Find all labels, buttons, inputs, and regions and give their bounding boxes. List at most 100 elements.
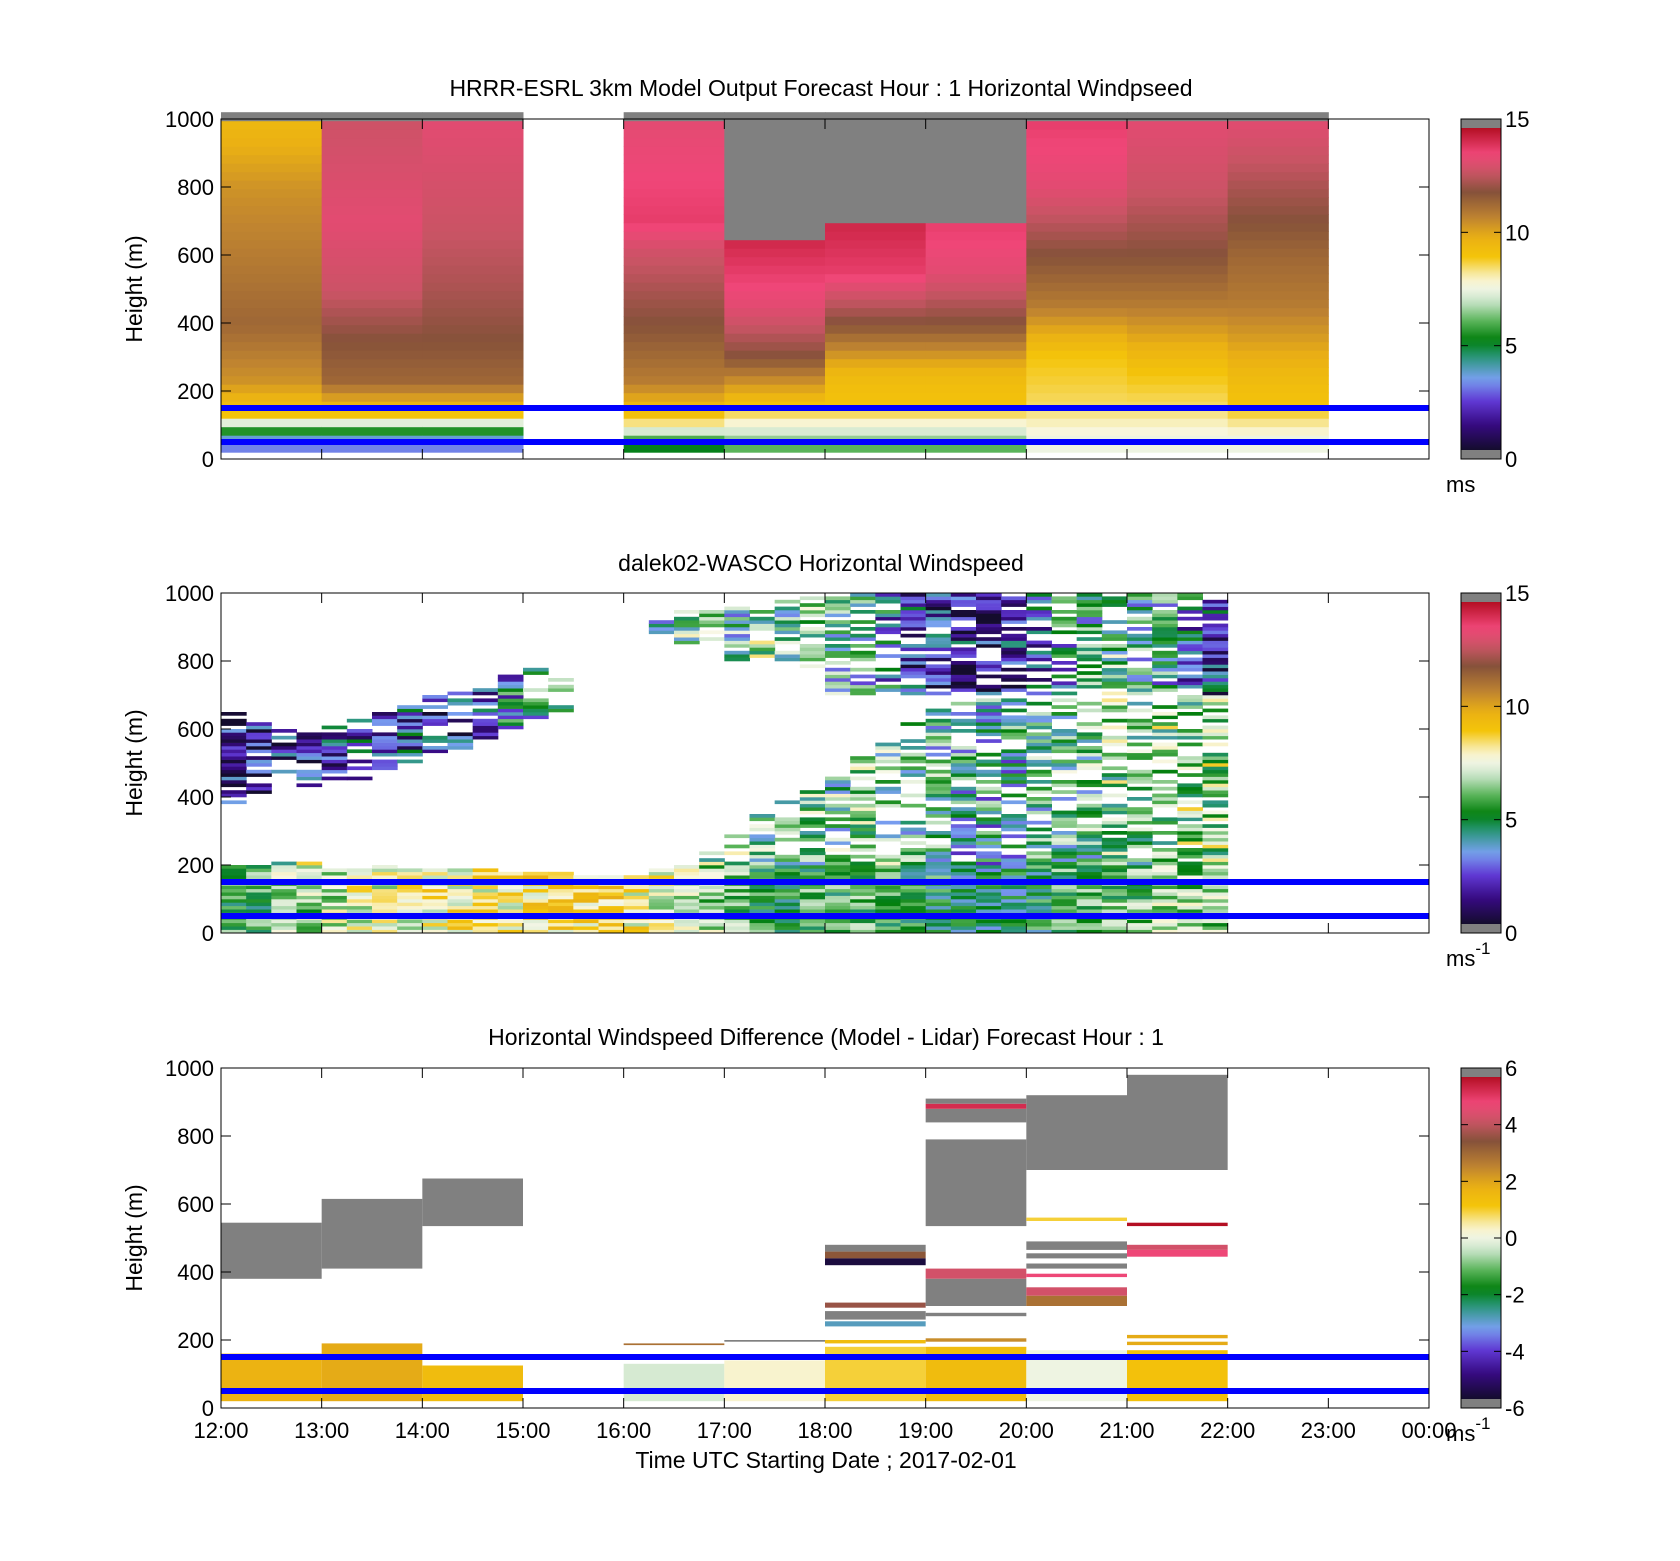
heatmap-cell <box>925 180 1027 190</box>
heatmap-cell <box>523 708 549 713</box>
heatmap-cell <box>825 231 927 241</box>
heatmap-cell <box>976 644 1002 648</box>
heatmap-cell <box>950 810 977 815</box>
heatmap-cell <box>699 926 725 930</box>
heatmap-cell <box>623 205 725 215</box>
heatmap-cell <box>724 657 750 662</box>
heatmap-cell <box>1101 644 1128 648</box>
heatmap-cell <box>825 654 851 658</box>
heatmap-cell <box>774 599 801 604</box>
heatmap-cell <box>825 691 851 696</box>
heatmap-cell <box>422 307 524 317</box>
heatmap-cell <box>1127 797 1153 801</box>
heatmap-cell <box>523 871 549 876</box>
heatmap-cell <box>346 926 373 930</box>
heatmap-cell <box>1127 620 1153 624</box>
heatmap-cell <box>1001 759 1027 764</box>
heatmap-cell <box>1202 885 1229 890</box>
heatmap-cell <box>346 749 373 754</box>
heatmap-cell <box>925 1338 1027 1342</box>
heatmap-cell <box>976 834 1002 839</box>
heatmap-cell <box>850 831 876 835</box>
heatmap-cell <box>724 418 826 428</box>
panel-difference-heatmap <box>221 1074 1228 1402</box>
heatmap-cell <box>648 868 675 873</box>
heatmap-cell <box>976 610 1002 614</box>
heatmap-cell <box>749 834 776 839</box>
heatmap-cell <box>674 868 700 873</box>
heatmap-cell <box>774 865 801 869</box>
heatmap-cell <box>296 746 323 750</box>
heatmap-cell <box>422 392 524 402</box>
heatmap-cell <box>925 358 1027 368</box>
heatmap-cell <box>850 599 876 604</box>
heatmap-cell <box>1177 664 1203 669</box>
heatmap-cell <box>271 865 297 869</box>
heatmap-cell <box>724 871 750 876</box>
heatmap-cell <box>825 871 851 876</box>
heatmap-cell <box>799 892 826 896</box>
heatmap-cell <box>1076 868 1103 873</box>
heatmap-cell <box>925 633 952 638</box>
heatmap-cell <box>1152 752 1178 757</box>
heatmap-cell <box>1127 273 1229 283</box>
heatmap-cell <box>799 895 826 900</box>
heatmap-cell <box>1051 841 1078 845</box>
heatmap-cell <box>1026 888 1052 893</box>
heatmap-cell <box>372 732 398 737</box>
heatmap-cell <box>774 837 801 842</box>
heatmap-cell <box>925 909 952 913</box>
heatmap-cell <box>422 205 524 215</box>
heatmap-cell <box>1001 854 1027 859</box>
heatmap-cell <box>850 892 876 896</box>
heatmap-cell <box>1177 854 1203 859</box>
heatmap-cell <box>1101 888 1128 893</box>
heatmap-cell <box>221 171 323 181</box>
heatmap-cell <box>1051 922 1078 927</box>
heatmap-cell <box>799 650 826 655</box>
heatmap-cell <box>925 256 1027 266</box>
heatmap-cell <box>1051 599 1078 604</box>
heatmap-cell <box>799 885 826 890</box>
heatmap-cell <box>296 759 323 764</box>
heatmap-cell <box>950 701 977 706</box>
heatmap-cell <box>1202 780 1229 784</box>
heatmap-cell <box>1026 214 1128 224</box>
heatmap-cell <box>447 718 474 723</box>
heatmap-cell <box>271 769 297 774</box>
heatmap-cell <box>271 919 297 924</box>
heatmap-cell <box>1227 299 1329 309</box>
heatmap-cell <box>1026 810 1052 815</box>
heatmap-cell <box>1076 902 1103 907</box>
heatmap-cell <box>497 905 524 910</box>
heatmap-cell <box>447 885 474 890</box>
heatmap-cell <box>1127 1341 1228 1346</box>
colorbar-tick-label: 15 <box>1505 581 1529 606</box>
heatmap-cell <box>1026 885 1052 890</box>
heatmap-cell <box>900 780 927 784</box>
heatmap-cell <box>1076 909 1103 913</box>
heatmap-cell <box>246 865 272 869</box>
heatmap-cell <box>573 922 599 927</box>
heatmap-cell <box>346 909 373 913</box>
heatmap-cell <box>925 871 952 876</box>
heatmap-cell <box>1202 606 1229 611</box>
heatmap-cell <box>1101 817 1128 822</box>
heatmap-cell <box>749 871 776 876</box>
heatmap-cell <box>1127 773 1153 777</box>
heatmap-cell <box>749 861 776 866</box>
heatmap-cell <box>1001 793 1027 798</box>
heatmap-cell <box>850 644 876 648</box>
heatmap-cell <box>1101 661 1128 665</box>
heatmap-cell <box>950 892 977 896</box>
heatmap-cell <box>1127 603 1153 607</box>
heatmap-cell <box>548 902 574 907</box>
heatmap-cell <box>321 358 423 368</box>
heatmap-cell <box>976 763 1002 767</box>
heatmap-cell <box>925 222 1027 232</box>
heatmap-cell <box>1051 674 1078 679</box>
heatmap-cell <box>422 197 524 207</box>
heatmap-cell <box>271 756 297 760</box>
heatmap-cell <box>1051 834 1078 839</box>
